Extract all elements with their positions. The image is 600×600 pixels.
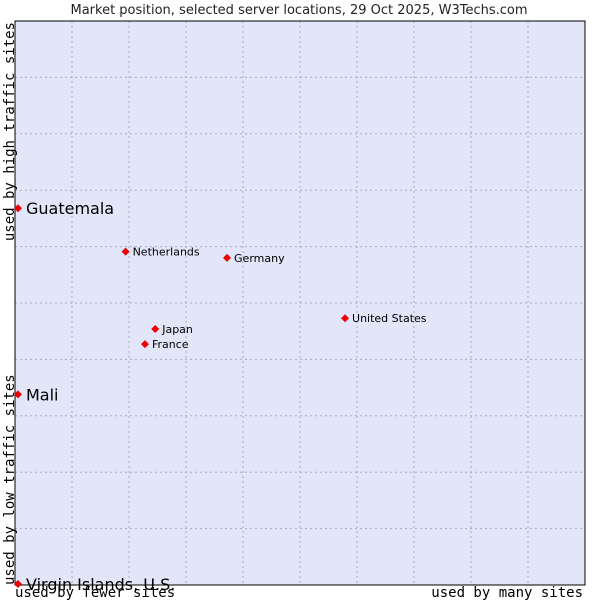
data-point-united-states: United States: [341, 312, 427, 325]
point-label-germany: Germany: [234, 252, 285, 265]
point-marker-japan: [151, 324, 160, 333]
chart-title: Market position, selected server locatio…: [70, 3, 527, 18]
point-marker-mali: [14, 390, 22, 399]
x-axis-label-right: used by many sites: [431, 585, 583, 600]
data-point-mali: Mali: [14, 385, 59, 404]
point-label-mali: Mali: [26, 385, 59, 404]
point-marker-guatemala: [14, 204, 22, 213]
y-axis-label-top: used by high traffic sites: [2, 22, 18, 241]
point-label-guatemala: Guatemala: [26, 199, 114, 218]
data-point-japan: Japan: [151, 323, 193, 336]
grid-lines: [15, 21, 585, 585]
point-label-france: France: [152, 338, 189, 351]
point-label-virgin-islands-u-s: Virgin Islands, U.S.: [26, 575, 175, 594]
data-point-netherlands: Netherlands: [121, 246, 200, 259]
data-point-guatemala: Guatemala: [14, 199, 114, 218]
point-label-japan: Japan: [161, 323, 193, 336]
point-marker-united-states: [341, 314, 350, 323]
data-point-france: France: [140, 338, 189, 351]
point-marker-virgin-islands-u-s: [14, 580, 22, 588]
point-label-netherlands: Netherlands: [133, 246, 200, 259]
data-point-germany: Germany: [223, 252, 285, 265]
point-label-united-states: United States: [352, 312, 427, 325]
point-marker-france: [140, 340, 149, 349]
point-marker-netherlands: [121, 247, 130, 256]
plot-frame: [14, 20, 586, 586]
data-point-virgin-islands-u-s: Virgin Islands, U.S.: [14, 575, 175, 594]
data-points: Guatemala Netherlands Germany United States…: [14, 199, 427, 594]
point-marker-germany: [223, 253, 232, 262]
y-axis-label-bottom: used by low traffic sites: [2, 374, 18, 585]
x-axis-label-left: used by fewer sites: [15, 585, 175, 600]
